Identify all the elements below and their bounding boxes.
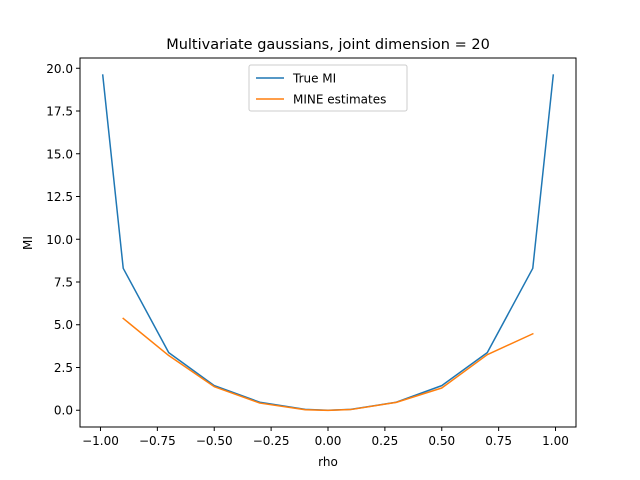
x-tick-label: −0.75 xyxy=(139,434,176,448)
legend: True MI MINE estimates xyxy=(248,64,408,112)
x-tick-label: 0.75 xyxy=(485,434,512,448)
y-tick-label: 20.0 xyxy=(46,62,73,76)
legend-entry-label: MINE estimates xyxy=(293,93,386,107)
y-tick-label: 7.5 xyxy=(54,275,73,289)
y-tick-label: 15.0 xyxy=(46,147,73,161)
y-axis: 0.0 2.5 5.0 7.5 10.0 12.5 15.0 17.5 20.0 xyxy=(46,62,80,418)
x-tick-label: −0.50 xyxy=(196,434,233,448)
y-tick-label: 10.0 xyxy=(46,233,73,247)
x-tick-label: −0.25 xyxy=(253,434,290,448)
y-tick-label: 5.0 xyxy=(54,318,73,332)
x-axis: −1.00 −0.75 −0.50 −0.25 0.00 0.25 0.50 0.75 1.00 xyxy=(82,427,569,448)
y-tick-label: 12.5 xyxy=(46,190,73,204)
series-layer xyxy=(101,74,555,412)
x-tick-label: 0.00 xyxy=(315,434,342,448)
x-tick-label: 0.25 xyxy=(372,434,399,448)
x-tick-label: −1.00 xyxy=(82,434,119,448)
x-tick-label: 1.00 xyxy=(542,434,569,448)
x-tick-label: 0.50 xyxy=(428,434,455,448)
legend-entry-label: True MI xyxy=(292,72,336,86)
legend-box xyxy=(248,64,408,112)
y-axis-label: MI xyxy=(21,236,35,250)
chart-title: Multivariate gaussians, joint dimension … xyxy=(166,37,490,53)
x-axis-label: rho xyxy=(318,455,338,469)
y-tick-label: 17.5 xyxy=(46,105,73,119)
y-tick-label: 2.5 xyxy=(54,361,73,375)
plot-area: −1.00 −0.75 −0.50 −0.25 0.00 0.25 0.50 0.75 1.00… xyxy=(46,57,577,448)
y-tick-label: 0.0 xyxy=(54,404,73,418)
series-line-mine-estimates xyxy=(122,317,534,412)
